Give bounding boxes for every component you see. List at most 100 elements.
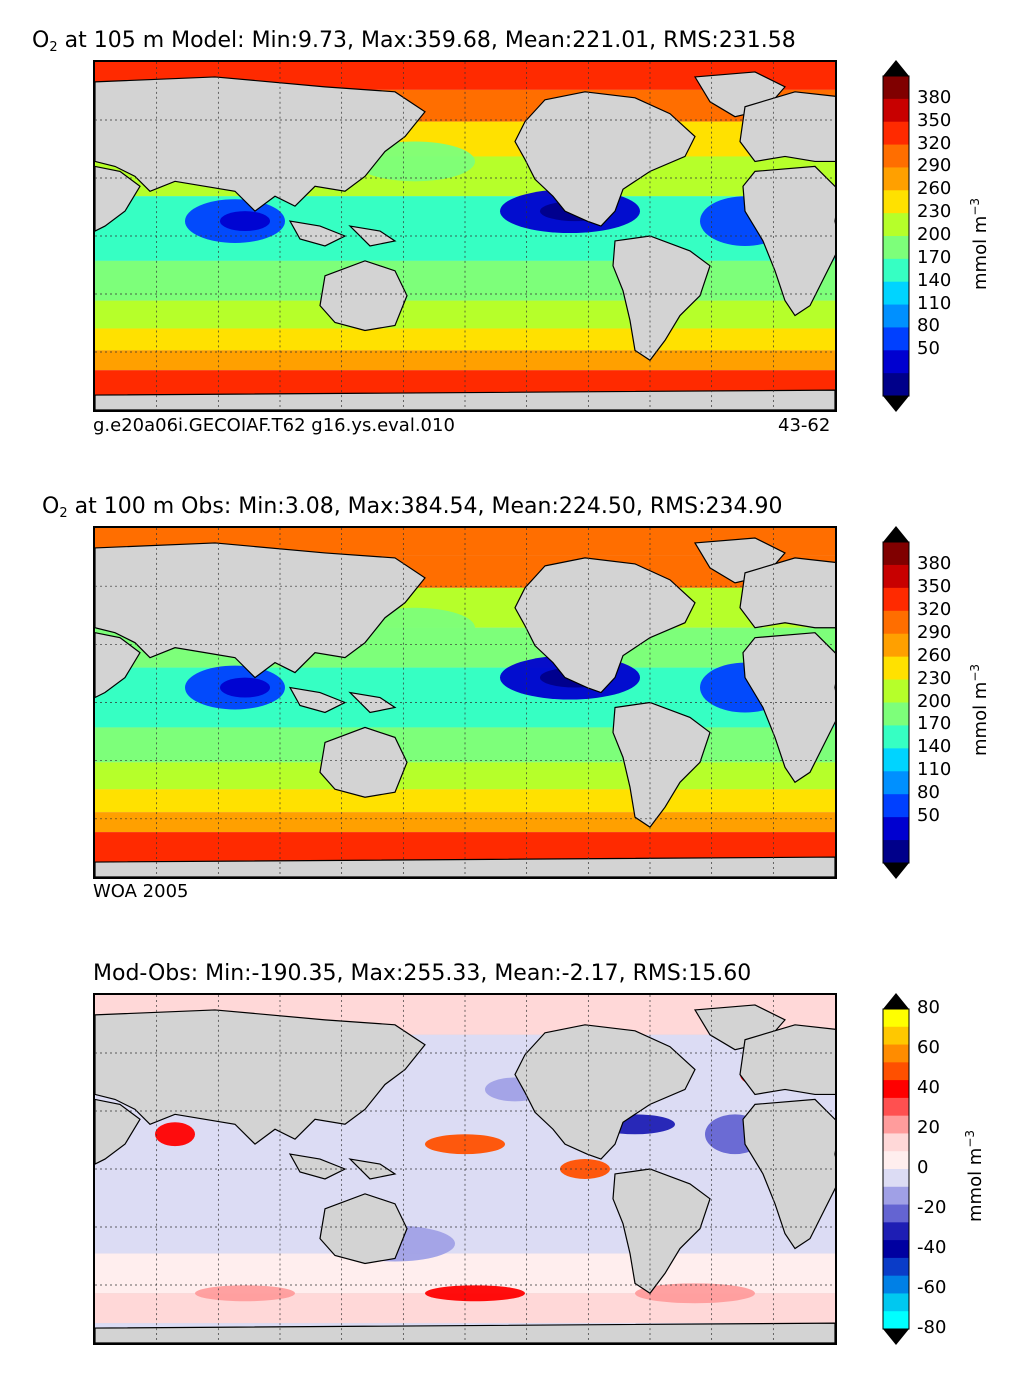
panel3-colorbar — [882, 993, 910, 1345]
colorbar-segment — [883, 1097, 909, 1117]
panel2-colorbar-unit: mmol m−3 — [968, 663, 991, 756]
colorbar-segment — [883, 1240, 909, 1259]
colorbar-segment — [883, 587, 909, 612]
colorbar-segment — [883, 1169, 909, 1188]
colorbar-segment — [883, 144, 909, 168]
colorbar-under-arrow — [883, 396, 909, 412]
colorbar-segment — [883, 373, 909, 397]
land-mass — [319, 260, 408, 332]
colorbar-segment — [883, 1080, 909, 1099]
colorbar-segment — [883, 1133, 909, 1152]
land-mass — [514, 91, 696, 227]
land-mass — [95, 1009, 426, 1145]
colorbar-segment — [883, 1151, 909, 1170]
colorbar-segment — [883, 564, 909, 589]
land-mass — [348, 691, 397, 714]
colorbar-tick-label: 170 — [917, 246, 952, 268]
colorbar-segment — [883, 190, 909, 214]
colorbar-tick-label: 290 — [917, 621, 952, 643]
colorbar-tick-label: 110 — [917, 759, 952, 781]
panel3-colorbar-unit: mmol m−3 — [963, 1129, 986, 1222]
colorbar-tick-label: 290 — [917, 155, 952, 177]
land-mass — [742, 632, 835, 784]
colorbar-tick-label: 80 — [917, 997, 940, 1018]
colorbar-segment — [883, 98, 909, 123]
colorbar-segment — [883, 1222, 909, 1241]
colorbar-tick-label: -60 — [917, 1277, 947, 1298]
colorbar-tick-label: 380 — [917, 552, 952, 574]
ocean-contour-region — [155, 1122, 195, 1147]
colorbar-segment — [883, 304, 909, 328]
colorbar-tick-label: 110 — [917, 292, 952, 314]
colorbar-segment — [883, 610, 909, 635]
panel1-colorbar-unit: mmol m−3 — [968, 197, 991, 290]
panel1-map — [93, 60, 837, 412]
colorbar-tick-label: 230 — [917, 201, 952, 223]
colorbar-tick-label: 140 — [917, 269, 952, 291]
colorbar-segment — [883, 281, 909, 306]
colorbar-segment — [883, 702, 909, 726]
panel1-colorbar — [882, 60, 910, 412]
colorbar-segment — [883, 350, 909, 374]
colorbar-segment — [883, 748, 909, 772]
colorbar-tick-label: 320 — [917, 132, 952, 154]
colorbar-tick-label: 50 — [917, 805, 940, 827]
colorbar-tick-label: 380 — [917, 86, 952, 108]
ocean-band — [95, 762, 835, 790]
land-mass — [348, 1158, 397, 1180]
land-mass — [612, 1168, 711, 1295]
colorbar-segment — [883, 1293, 909, 1312]
panel2-dataset: WOA 2005 — [93, 881, 189, 902]
ocean-contour-region — [220, 211, 270, 232]
colorbar-segment — [883, 817, 909, 841]
colorbar-tick-label: -40 — [917, 1237, 947, 1258]
colorbar-segment — [883, 1311, 909, 1330]
panel1-case-name: g.e20a06i.GECOIAF.T62 g16.ys.eval.010 — [93, 415, 455, 436]
colorbar-segment — [883, 258, 909, 283]
colorbar-tick-label: 50 — [917, 338, 940, 360]
land-mass — [288, 220, 347, 247]
colorbar-tick-label: 260 — [917, 178, 952, 200]
land-mass — [288, 1153, 347, 1180]
colorbar-tick-label: -20 — [917, 1197, 947, 1218]
panel2-colorbar — [882, 526, 910, 879]
colorbar-over-arrow — [883, 993, 909, 1009]
land-mass — [742, 1098, 835, 1250]
colorbar-segment — [883, 633, 909, 658]
colorbar-tick-label: 0 — [917, 1157, 929, 1178]
colorbar-tick-label: 80 — [917, 782, 940, 804]
colorbar-segment — [883, 725, 909, 749]
ocean-contour-region — [635, 1283, 755, 1304]
colorbar-segment — [883, 679, 909, 703]
panel2-title: O2 at 100 m Obs: Min:3.08, Max:384.54, M… — [42, 494, 783, 521]
ocean-contour-region — [220, 677, 270, 698]
colorbar-over-arrow — [883, 60, 909, 76]
colorbar-under-arrow — [883, 863, 909, 879]
colorbar-tick-label: 350 — [917, 575, 952, 597]
land-mass — [348, 225, 397, 247]
land-mass — [612, 235, 711, 362]
colorbar-segment — [883, 1044, 909, 1063]
land-mass — [514, 1024, 696, 1160]
colorbar-tick-label: 140 — [917, 736, 952, 758]
colorbar-tick-label: 260 — [917, 644, 952, 666]
land-mass — [739, 91, 835, 163]
colorbar-segment — [883, 167, 909, 191]
ocean-band — [95, 300, 835, 329]
land-mass — [514, 557, 696, 694]
land-mass — [612, 701, 711, 828]
land-mass — [739, 557, 835, 629]
colorbar-under-arrow — [883, 1329, 909, 1345]
land-mass — [95, 76, 426, 212]
land-mass — [739, 1024, 835, 1096]
colorbar-tick-label: -80 — [917, 1317, 947, 1338]
colorbar-segment — [883, 1062, 909, 1081]
colorbar-tick-label: 230 — [917, 667, 952, 689]
colorbar-tick-label: 350 — [917, 109, 952, 131]
colorbar-segment — [883, 656, 909, 681]
panel3-title: Mod-Obs: Min:-190.35, Max:255.33, Mean:-… — [93, 961, 752, 986]
colorbar-segment — [883, 76, 909, 100]
ocean-contour-region — [425, 1134, 505, 1155]
panel1-title: O2 at 105 m Model: Min:9.73, Max:359.68,… — [32, 28, 796, 55]
colorbar-segment — [883, 542, 909, 566]
